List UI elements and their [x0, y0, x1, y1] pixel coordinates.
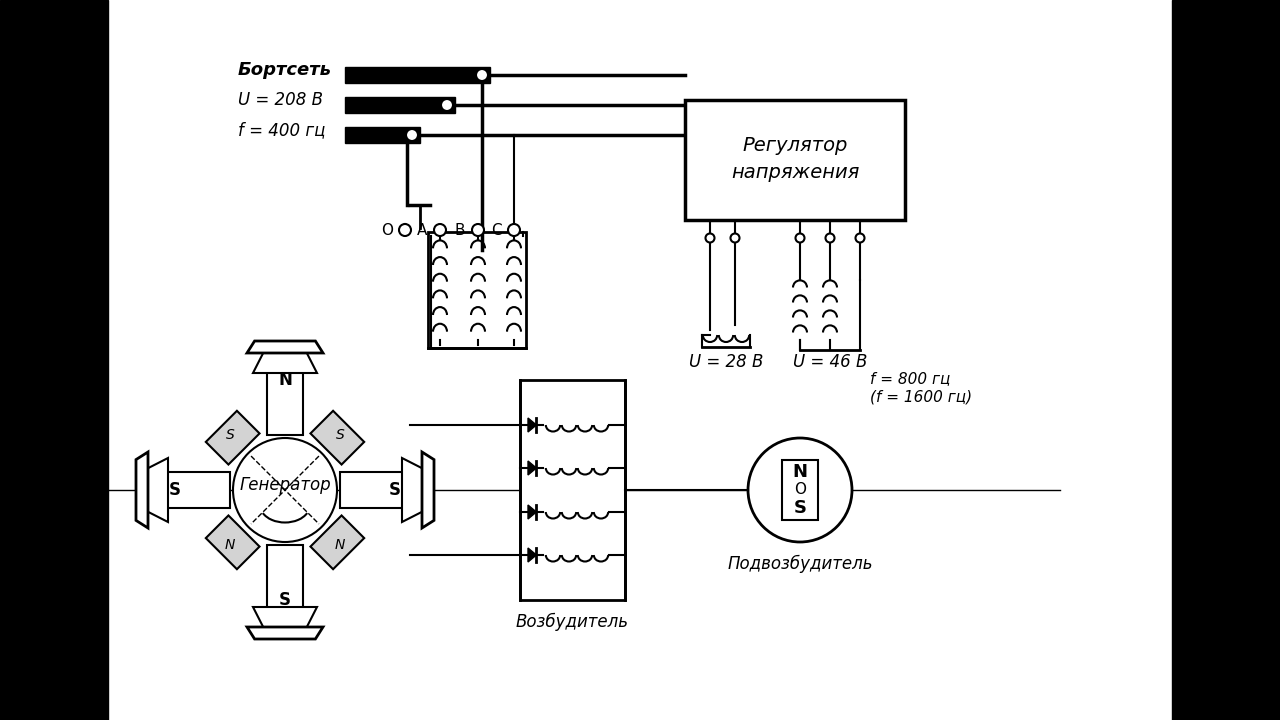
Polygon shape: [206, 411, 260, 464]
Polygon shape: [253, 351, 317, 373]
Text: Подвозбудитель: Подвозбудитель: [727, 555, 873, 573]
Text: U = 28 В: U = 28 В: [689, 353, 763, 371]
Circle shape: [855, 233, 864, 243]
Text: U = 208 В: U = 208 В: [238, 91, 323, 109]
Polygon shape: [527, 461, 536, 475]
Bar: [108, 0, 1172, 720]
Circle shape: [731, 233, 740, 243]
Polygon shape: [146, 458, 168, 522]
Polygon shape: [136, 452, 148, 528]
Polygon shape: [247, 341, 323, 353]
Polygon shape: [527, 418, 536, 432]
Bar: [0, 0, 108, 720]
Polygon shape: [527, 505, 536, 519]
Circle shape: [472, 224, 484, 236]
Bar: [346, 67, 490, 83]
Circle shape: [442, 99, 453, 111]
Text: напряжения: напряжения: [731, 163, 859, 181]
Text: f = 800 гц: f = 800 гц: [870, 372, 950, 387]
Polygon shape: [340, 472, 410, 508]
Bar: [1172, 0, 1280, 720]
Text: N: N: [792, 463, 808, 481]
Polygon shape: [268, 545, 303, 615]
Circle shape: [406, 129, 419, 141]
Text: Генератор: Генератор: [239, 476, 330, 494]
Polygon shape: [206, 516, 260, 570]
Text: Возбудитель: Возбудитель: [516, 613, 628, 631]
Circle shape: [826, 233, 835, 243]
Circle shape: [476, 69, 488, 81]
Text: O: O: [381, 222, 393, 238]
Text: f = 400 гц: f = 400 гц: [238, 121, 325, 139]
Circle shape: [748, 438, 852, 542]
Circle shape: [705, 233, 714, 243]
Text: S: S: [279, 591, 291, 609]
Polygon shape: [311, 516, 365, 570]
Text: S: S: [794, 499, 806, 517]
Polygon shape: [268, 365, 303, 435]
Polygon shape: [527, 548, 536, 562]
Text: C: C: [490, 222, 502, 238]
Circle shape: [233, 438, 337, 542]
Text: U = 46 В: U = 46 В: [792, 353, 867, 371]
Polygon shape: [422, 452, 434, 528]
Polygon shape: [253, 607, 317, 629]
Text: S: S: [169, 481, 180, 499]
Bar: [346, 127, 420, 143]
Circle shape: [399, 224, 411, 236]
Bar: [520, 380, 625, 600]
Bar: [685, 100, 905, 220]
Text: O: O: [794, 482, 806, 498]
Polygon shape: [311, 411, 365, 464]
Polygon shape: [402, 458, 424, 522]
Bar: [346, 97, 454, 113]
Text: N: N: [278, 371, 292, 389]
Polygon shape: [160, 472, 230, 508]
Text: S: S: [225, 428, 234, 442]
Bar: [782, 460, 818, 520]
Text: S: S: [389, 481, 401, 499]
Circle shape: [508, 224, 520, 236]
Polygon shape: [247, 627, 323, 639]
Text: N: N: [335, 538, 346, 552]
Circle shape: [434, 224, 445, 236]
Text: Регулятор: Регулятор: [742, 135, 847, 155]
Text: A: A: [417, 222, 428, 238]
Circle shape: [795, 233, 805, 243]
Bar: [428, 232, 526, 348]
Text: S: S: [335, 428, 344, 442]
Text: B: B: [454, 222, 465, 238]
Text: Бортсеть: Бортсеть: [238, 61, 332, 79]
Text: (f = 1600 гц): (f = 1600 гц): [870, 390, 972, 405]
Text: N: N: [225, 538, 236, 552]
